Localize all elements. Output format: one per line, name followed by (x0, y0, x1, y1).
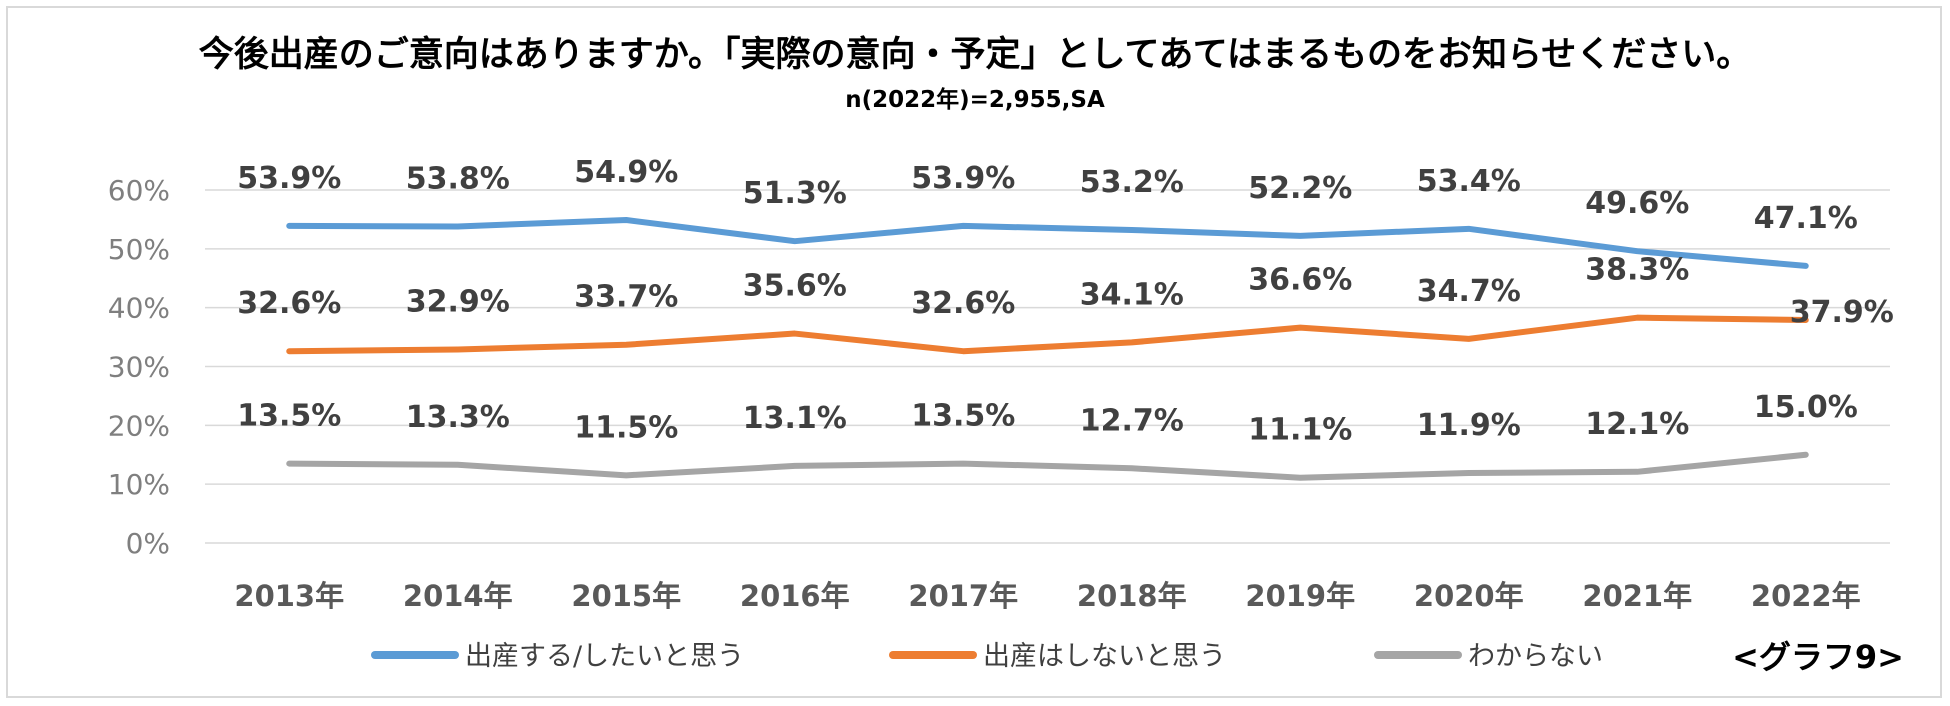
x-tick-label: 2022年 (1751, 579, 1861, 613)
data-label: 38.3% (1585, 253, 1689, 288)
x-tick-label: 2016年 (740, 579, 850, 613)
data-label: 13.5% (911, 399, 1015, 434)
data-label: 53.2% (1080, 165, 1184, 200)
series-line (286, 451, 1809, 481)
y-tick-label: 40% (108, 292, 170, 325)
data-label: 32.9% (406, 284, 510, 319)
data-label: 47.1% (1754, 201, 1858, 236)
x-tick-label: 2014年 (403, 579, 513, 613)
data-label: 11.1% (1248, 413, 1352, 448)
chart-title: 今後出産のご意向はありますか。「実際の意向・予定」としてあてはまるものをお知らせ… (198, 35, 1752, 75)
data-label: 35.6% (743, 269, 847, 304)
data-label: 11.9% (1417, 408, 1521, 443)
data-label: 37.9% (1790, 295, 1894, 330)
data-label: 36.6% (1248, 263, 1352, 298)
x-tick-label: 2018年 (1077, 579, 1187, 613)
data-label: 54.9% (574, 155, 678, 190)
data-label: 32.6% (911, 286, 1015, 321)
data-label: 11.5% (574, 410, 678, 445)
x-tick-label: 2021年 (1582, 579, 1692, 613)
data-label: 12.1% (1585, 407, 1689, 442)
data-label: 49.6% (1585, 186, 1689, 221)
data-label: 52.2% (1248, 171, 1352, 206)
legend-label: わからない (1468, 641, 1603, 672)
x-tick-label: 2013年 (234, 579, 344, 613)
x-tick-label: 2019年 (1245, 579, 1355, 613)
data-label: 13.3% (406, 400, 510, 435)
y-tick-label: 30% (108, 351, 170, 384)
series-line (286, 314, 1809, 355)
data-label: 32.6% (237, 286, 341, 321)
data-label: 12.7% (1080, 403, 1184, 438)
legend-label: 出産する/したいと思う (465, 641, 744, 672)
graph-number-label: <グラフ9> (1732, 638, 1904, 676)
data-label: 34.7% (1417, 274, 1521, 309)
data-label: 53.9% (237, 161, 341, 196)
data-label: 15.0% (1754, 390, 1858, 425)
data-label: 13.1% (743, 401, 847, 436)
y-tick-label: 60% (108, 174, 170, 207)
data-label: 51.3% (743, 176, 847, 211)
series-line (286, 217, 1809, 269)
data-label: 33.7% (574, 280, 678, 315)
data-label: 53.8% (406, 161, 510, 196)
y-tick-label: 10% (108, 468, 170, 501)
y-tick-label: 20% (108, 409, 170, 442)
data-label: 13.5% (237, 399, 341, 434)
legend-label: 出産はしないと思う (983, 641, 1226, 672)
x-tick-label: 2017年 (908, 579, 1018, 613)
data-label: 53.9% (911, 161, 1015, 196)
y-tick-label: 0% (126, 527, 170, 560)
data-label: 53.4% (1417, 164, 1521, 199)
x-tick-label: 2020年 (1414, 579, 1524, 613)
x-tick-label: 2015年 (571, 579, 681, 613)
chart-subtitle: n(2022年)=2,955,SA (845, 87, 1105, 113)
data-label: 34.1% (1080, 277, 1184, 312)
y-tick-label: 50% (108, 233, 170, 266)
